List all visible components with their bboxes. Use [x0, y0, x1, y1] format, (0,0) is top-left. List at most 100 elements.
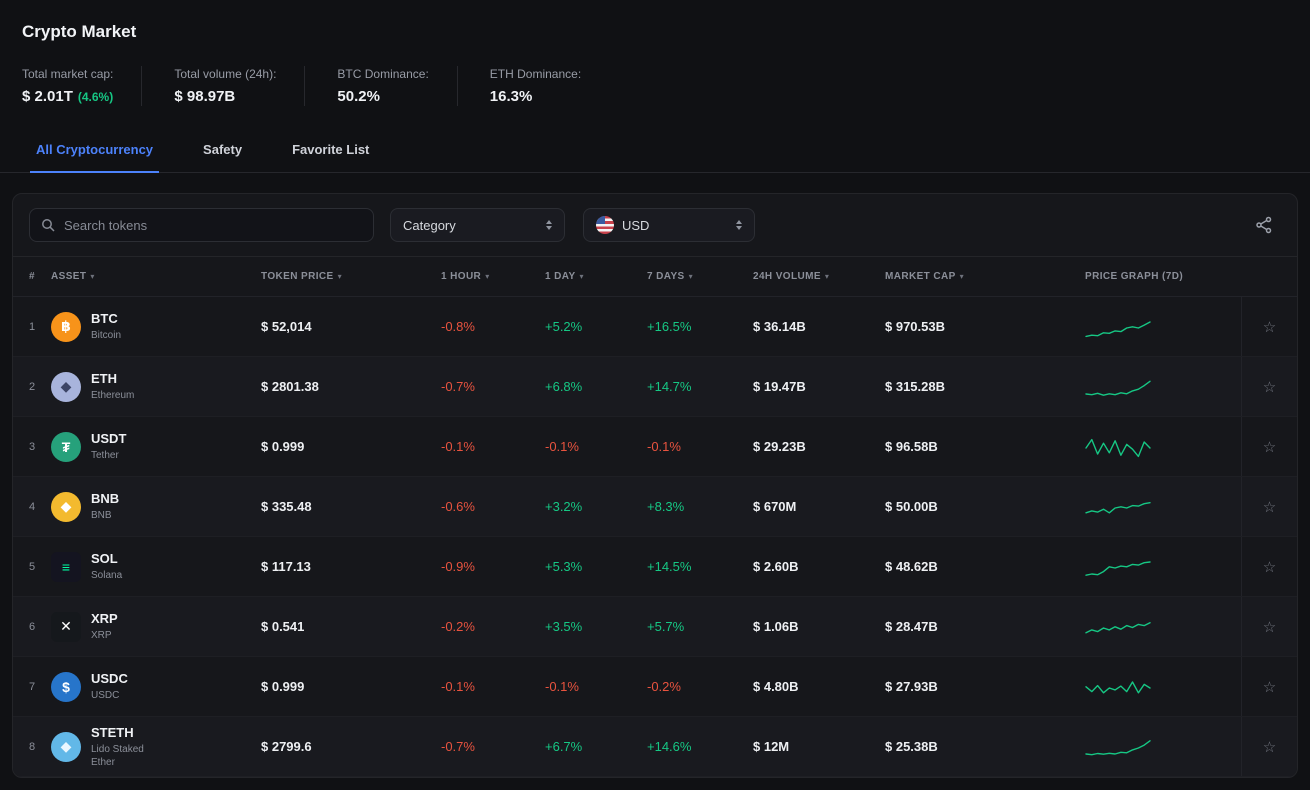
favorite-star-button[interactable]: ☆	[1241, 597, 1297, 656]
price-sparkline	[1085, 312, 1241, 342]
favorite-star-button[interactable]: ☆	[1241, 357, 1297, 416]
change-7d: +14.5%	[647, 559, 692, 574]
stat-divider	[304, 66, 306, 106]
search-input[interactable]	[29, 208, 374, 242]
price-sparkline	[1085, 612, 1241, 642]
share-icon	[1256, 216, 1272, 234]
star-icon: ☆	[1262, 558, 1277, 576]
sort-caret-icon: ▾	[824, 272, 830, 281]
change-1h: -0.2%	[441, 619, 475, 634]
table-row[interactable]: 2 ◆ ETH Ethereum $ 2801.38 -0.7% +6.8% +…	[13, 357, 1297, 417]
price-sparkline	[1085, 672, 1241, 702]
category-select[interactable]: Category	[390, 208, 565, 242]
col-header-price-graph: PRICE GRAPH (7D)	[1085, 271, 1184, 282]
star-icon: ☆	[1262, 438, 1277, 456]
favorite-star-button[interactable]: ☆	[1241, 417, 1297, 476]
sort-caret-icon: ▾	[688, 272, 694, 281]
category-select-label: Category	[403, 217, 456, 233]
volume-24h: $ 1.06B	[753, 619, 799, 634]
volume-24h: $ 670M	[753, 499, 797, 514]
top-bar: Crypto Market Total market cap: $ 2.01T (…	[0, 0, 1310, 106]
sort-caret-icon: ▾	[579, 272, 584, 281]
stat-label: BTC Dominance:	[337, 67, 429, 81]
table-row[interactable]: 6 ✕ XRP XRP $ 0.541 -0.2% +3.5% +5.7% $ …	[13, 597, 1297, 657]
token-price: $ 0.541	[261, 619, 305, 634]
sort-caret-icon: ▾	[485, 272, 490, 281]
coin-icon: ₮	[51, 431, 81, 462]
col-header-1-day[interactable]: 1 DAY ▾	[545, 271, 584, 282]
coin-icon: $	[51, 671, 81, 702]
volume-24h: $ 4.80B	[753, 679, 799, 694]
coin-icon: ◆	[51, 371, 81, 402]
change-7d: -0.1%	[647, 439, 681, 454]
stat-eth-dominance: ETH Dominance: 16.3%	[490, 67, 581, 105]
share-button[interactable]	[1247, 208, 1281, 242]
change-7d: +16.5%	[647, 319, 692, 334]
asset-cell: ฿ BTC Bitcoin	[51, 311, 261, 342]
favorite-star-button[interactable]: ☆	[1241, 477, 1297, 536]
currency-select[interactable]: USD	[583, 208, 755, 242]
asset-symbol: ETH	[91, 371, 117, 386]
asset-cell: ◆ STETH Lido Staked Ether	[51, 725, 261, 769]
asset-name: Solana	[91, 570, 123, 581]
stat-divider	[141, 66, 143, 106]
stat-label: Total volume (24h):	[174, 67, 277, 81]
stat-change: (4.6%)	[77, 90, 114, 104]
table-row[interactable]: 8 ◆ STETH Lido Staked Ether $ 2799.6 -0.…	[13, 717, 1297, 777]
col-header-market-cap[interactable]: MARKET CAP ▾	[885, 271, 965, 282]
price-sparkline	[1085, 552, 1241, 582]
token-price: $ 0.999	[261, 439, 305, 454]
asset-cell: ◆ ETH Ethereum	[51, 371, 261, 402]
change-1d: +5.3%	[545, 559, 583, 574]
stat-total-market-cap: Total market cap: $ 2.01T (4.6%)	[22, 67, 113, 105]
table-row[interactable]: 4 ◆ BNB BNB $ 335.48 -0.6% +3.2% +8.3% $…	[13, 477, 1297, 537]
change-7d: +14.7%	[647, 379, 692, 394]
volume-24h: $ 19.47B	[753, 379, 806, 394]
change-1h: -0.7%	[441, 739, 475, 754]
change-1d: -0.1%	[545, 439, 579, 454]
col-header-7-days[interactable]: 7 DAYS ▾	[647, 271, 694, 282]
sort-caret-icon: ▾	[337, 272, 342, 281]
row-rank: 7	[28, 680, 36, 693]
asset-name: USDC	[91, 690, 120, 701]
asset-cell: ≡ SOL Solana	[51, 551, 261, 582]
change-7d: -0.2%	[647, 679, 681, 694]
favorite-star-button[interactable]: ☆	[1241, 297, 1297, 356]
sort-caret-icon: ▾	[90, 272, 95, 281]
row-rank: 3	[28, 440, 36, 453]
favorite-star-button[interactable]: ☆	[1241, 537, 1297, 596]
volume-24h: $ 36.14B	[753, 319, 806, 334]
col-header-24h-volume[interactable]: 24H VOLUME ▾	[753, 271, 830, 282]
row-rank: 5	[28, 560, 36, 573]
asset-symbol: SOL	[91, 551, 118, 566]
stat-total-volume: Total volume (24h): $ 98.97B	[174, 67, 276, 105]
page-title: Crypto Market	[22, 22, 137, 41]
col-header-token-price[interactable]: TOKEN PRICE ▾	[261, 271, 342, 282]
asset-cell: ◆ BNB BNB	[51, 491, 261, 522]
favorite-star-button[interactable]: ☆	[1241, 717, 1297, 776]
table-row[interactable]: 5 ≡ SOL Solana $ 117.13 -0.9% +5.3% +14.…	[13, 537, 1297, 597]
tab-safety[interactable]: Safety	[203, 142, 243, 157]
asset-name: Tether	[91, 450, 119, 461]
us-flag-icon	[596, 216, 614, 234]
price-sparkline	[1085, 372, 1241, 402]
chevron-updown-icon	[736, 220, 742, 230]
table-row[interactable]: 1 ฿ BTC Bitcoin $ 52,014 -0.8% +5.2% +16…	[13, 297, 1297, 357]
row-rank: 6	[28, 620, 36, 633]
table-row[interactable]: 7 $ USDC USDC $ 0.999 -0.1% -0.1% -0.2% …	[13, 657, 1297, 717]
tab-all-cryptocurrency[interactable]: All Cryptocurrency	[29, 142, 160, 173]
table-row[interactable]: 3 ₮ USDT Tether $ 0.999 -0.1% -0.1% -0.1…	[13, 417, 1297, 477]
change-1h: -0.6%	[441, 499, 475, 514]
change-1h: -0.1%	[441, 679, 475, 694]
favorite-star-button[interactable]: ☆	[1241, 657, 1297, 716]
change-1d: -0.1%	[545, 679, 579, 694]
stat-label: ETH Dominance:	[489, 67, 582, 81]
asset-symbol: BTC	[91, 311, 118, 326]
tab-favorite-list[interactable]: Favorite List	[292, 142, 370, 157]
col-header-1-hour[interactable]: 1 HOUR ▾	[441, 271, 490, 282]
asset-name: BNB	[91, 510, 112, 521]
change-1h: -0.7%	[441, 379, 475, 394]
token-price: $ 0.999	[261, 679, 305, 694]
col-header-asset[interactable]: ASSET ▾	[51, 271, 95, 282]
